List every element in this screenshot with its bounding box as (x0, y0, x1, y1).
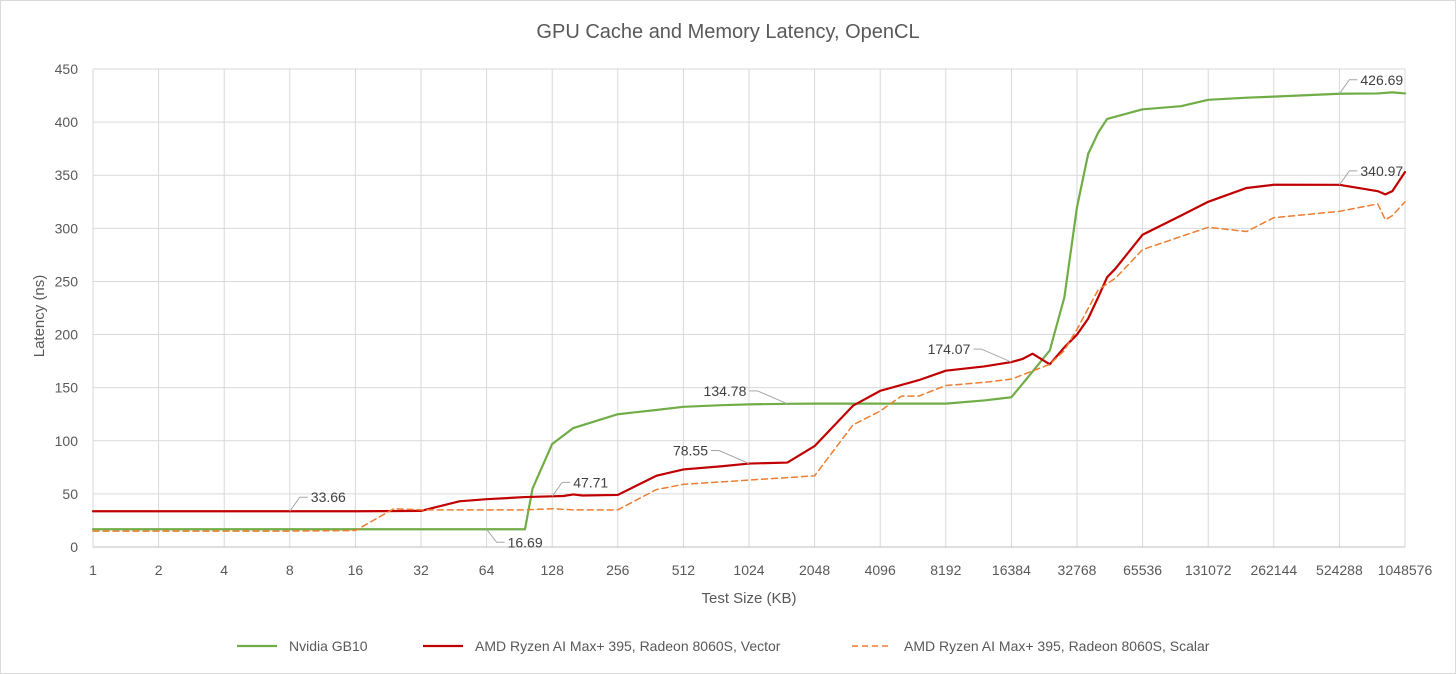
y-tick-label-8: 400 (55, 114, 79, 130)
x-tick-label-14: 16384 (992, 562, 1031, 578)
legend-label-1: AMD Ryzen AI Max+ 395, Radeon 8060S, Vec… (475, 638, 781, 654)
series-line-2 (92, 201, 1406, 532)
series-line-0 (91, 91, 1407, 531)
data-callouts: 33.66 16.69 47.71 78.55 134.78 174.07 426.69 34… (289, 72, 1403, 550)
callout-leader-5 (973, 348, 1012, 363)
callout-label-0: 33.66 (311, 489, 346, 505)
callout-leader-7 (1338, 170, 1358, 186)
chart-title: GPU Cache and Memory Latency, OpenCL (536, 21, 919, 43)
callout-leader-4 (749, 390, 788, 405)
chart-gridlines (92, 68, 1406, 548)
x-tick-label-17: 131072 (1185, 562, 1232, 578)
x-axis-title: Test Size (KB) (701, 590, 796, 607)
callout-leader-1 (486, 528, 505, 543)
callout-label-4: 134.78 (704, 383, 747, 399)
y-tick-label-6: 300 (55, 220, 79, 236)
x-tick-label-4: 16 (348, 562, 364, 578)
x-tick-label-9: 512 (672, 562, 696, 578)
x-tick-label-6: 64 (479, 562, 495, 578)
callout-label-2: 47.71 (573, 474, 608, 490)
callout-leader-2 (551, 481, 571, 497)
x-tick-label-13: 8192 (930, 562, 961, 578)
callout-label-5: 174.07 (928, 341, 971, 357)
y-axis-title: Latency (ns) (31, 275, 48, 358)
x-axis-tick-labels: 1 2 4 8 16 32 64 128 256 512 1024 2048 4096 8192 16384… (89, 562, 1432, 578)
y-axis-tick-labels: 0 50 100 150 200 250 300 350 400 450 (55, 61, 79, 555)
callout-leader-0 (289, 496, 308, 512)
x-tick-label-20: 1048576 (1378, 562, 1433, 578)
x-tick-label-5: 32 (413, 562, 429, 578)
y-tick-label-0: 0 (70, 539, 78, 555)
x-tick-label-8: 256 (606, 562, 630, 578)
callout-label-6: 426.69 (1360, 72, 1403, 88)
x-tick-label-11: 2048 (799, 562, 830, 578)
y-tick-label-1: 50 (62, 486, 78, 502)
legend-label-0: Nvidia GB10 (289, 638, 368, 654)
x-tick-label-10: 1024 (733, 562, 764, 578)
callout-label-1: 16.69 (508, 534, 543, 550)
x-tick-label-7: 128 (541, 562, 565, 578)
legend-label-2: AMD Ryzen AI Max+ 395, Radeon 8060S, Sca… (904, 638, 1210, 654)
callout-leader-6 (1338, 79, 1358, 95)
x-tick-label-19: 524288 (1316, 562, 1363, 578)
x-tick-label-2: 4 (220, 562, 228, 578)
x-tick-label-0: 1 (89, 562, 97, 578)
x-tick-label-3: 8 (286, 562, 294, 578)
y-tick-label-9: 450 (55, 61, 79, 77)
y-tick-label-2: 100 (55, 433, 79, 449)
x-tick-label-16: 65536 (1123, 562, 1162, 578)
y-tick-label-5: 250 (55, 273, 79, 289)
legend: Nvidia GB10 AMD Ryzen AI Max+ 395, Radeon… (237, 638, 1210, 654)
callout-label-7: 340.97 (1360, 163, 1403, 179)
x-tick-label-18: 262144 (1250, 562, 1297, 578)
callout-leader-3 (711, 450, 750, 465)
x-tick-label-12: 4096 (865, 562, 896, 578)
y-tick-label-4: 200 (55, 327, 79, 343)
x-tick-label-1: 2 (155, 562, 163, 578)
x-tick-label-15: 32768 (1058, 562, 1097, 578)
y-tick-label-7: 350 (55, 167, 79, 183)
y-tick-label-3: 150 (55, 380, 79, 396)
callout-label-3: 78.55 (673, 443, 708, 459)
